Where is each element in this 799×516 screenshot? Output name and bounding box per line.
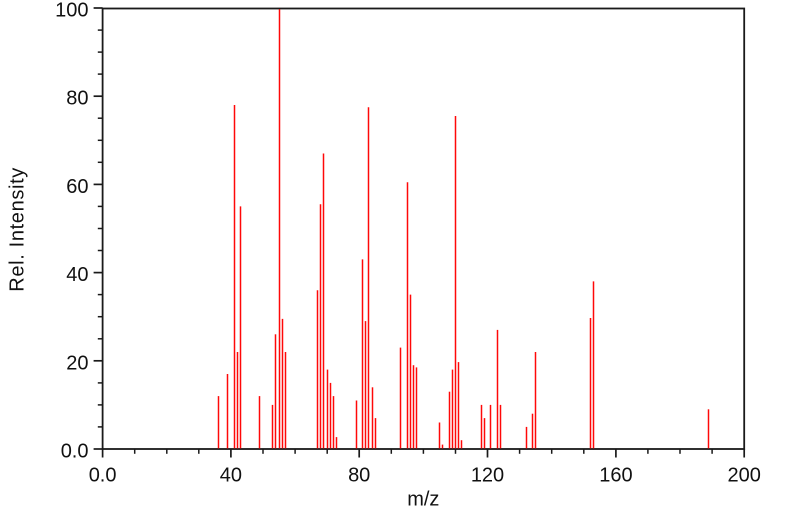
svg-text:40: 40 bbox=[66, 264, 88, 286]
svg-text:0.0: 0.0 bbox=[89, 465, 117, 487]
svg-text:0.0: 0.0 bbox=[61, 441, 89, 463]
svg-text:80: 80 bbox=[66, 88, 88, 110]
svg-text:60: 60 bbox=[66, 176, 88, 198]
svg-text:80: 80 bbox=[348, 465, 370, 487]
svg-text:40: 40 bbox=[220, 465, 242, 487]
svg-text:200: 200 bbox=[728, 465, 761, 487]
svg-text:m/z: m/z bbox=[407, 489, 439, 511]
svg-text:20: 20 bbox=[66, 352, 88, 374]
svg-text:Rel. Intensity: Rel. Intensity bbox=[7, 167, 29, 292]
svg-text:100: 100 bbox=[55, 0, 88, 22]
svg-text:160: 160 bbox=[599, 465, 632, 487]
svg-text:120: 120 bbox=[471, 465, 504, 487]
